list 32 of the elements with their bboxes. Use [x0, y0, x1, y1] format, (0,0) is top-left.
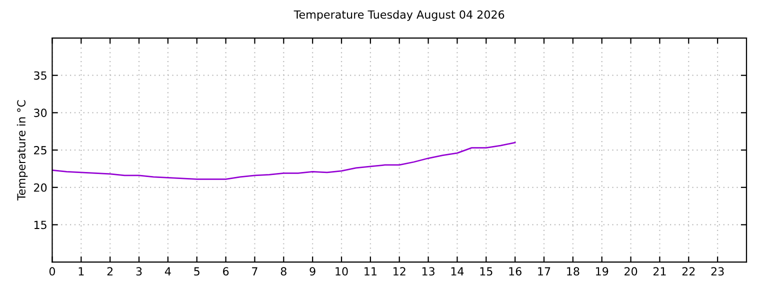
x-tick-label: 10 — [336, 267, 348, 276]
x-tick-label: 17 — [538, 267, 550, 276]
x-tick-label: 22 — [682, 267, 695, 276]
x-tick-label: 11 — [364, 267, 376, 276]
y-tick-label: 20 — [34, 183, 47, 192]
x-tick-label: 13 — [422, 267, 434, 276]
x-tick-label: 0 — [49, 267, 56, 276]
x-tick-label: 5 — [194, 267, 200, 276]
y-tick-label: 25 — [34, 146, 46, 154]
x-tick-label: 20 — [624, 267, 638, 276]
x-tick-label: 14 — [451, 267, 464, 276]
x-tick-label: 18 — [567, 267, 580, 276]
y-axis-title: Temperature in °C — [16, 100, 28, 201]
x-tick-label: 1 — [78, 267, 84, 276]
y-tick-label: 30 — [34, 108, 47, 118]
x-tick-label: 23 — [711, 267, 724, 276]
chart-title: Temperature Tuesday August 04 2026 — [294, 10, 504, 21]
x-tick-label: 6 — [223, 267, 229, 276]
x-tick-label: 21 — [653, 267, 666, 276]
x-tick-label: 2 — [107, 267, 112, 276]
x-tick-label: 3 — [136, 267, 142, 276]
x-tick-label: 8 — [280, 267, 286, 276]
x-tick-label: 7 — [252, 267, 258, 276]
line-series — [52, 142, 516, 180]
x-tick-label: 19 — [596, 267, 608, 276]
y-tick-label: 35 — [34, 71, 46, 80]
y-tick-label: 15 — [34, 220, 46, 230]
x-tick-label: 12 — [394, 267, 406, 276]
x-tick-label: 16 — [509, 267, 522, 276]
x-tick-label: 4 — [164, 267, 171, 276]
x-tick-label: 15 — [480, 267, 492, 276]
x-tick-label: 9 — [310, 267, 316, 276]
